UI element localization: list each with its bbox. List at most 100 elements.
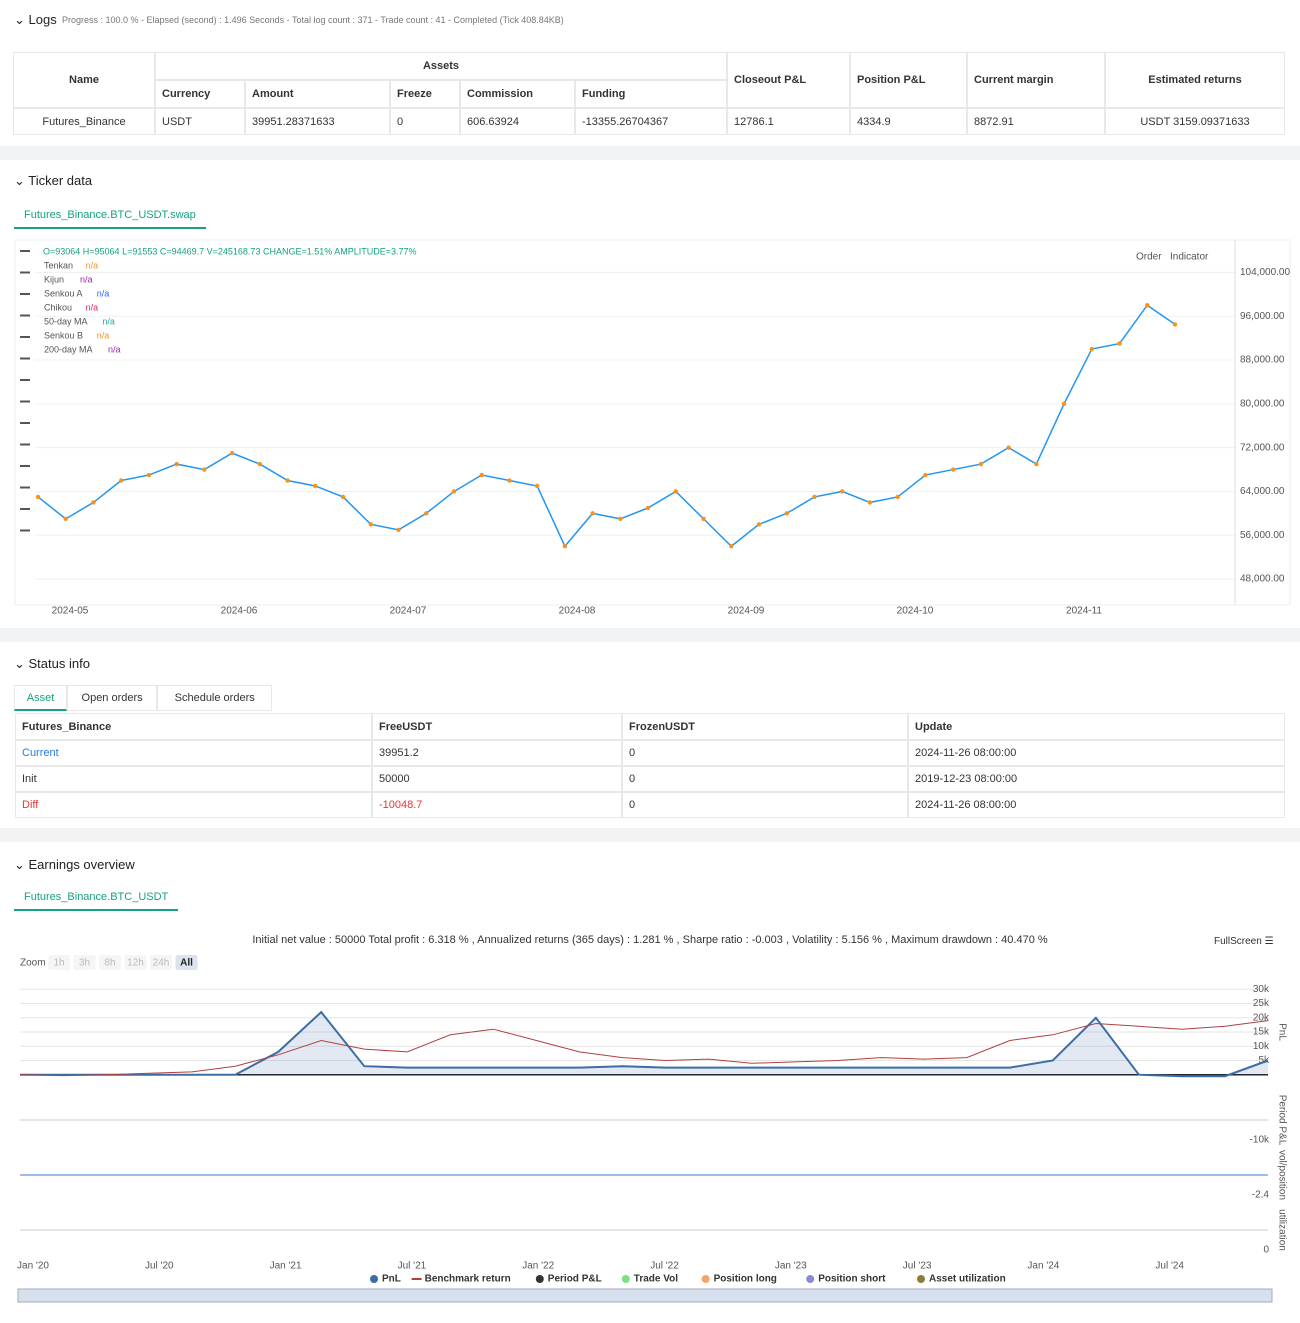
price-point xyxy=(1089,346,1095,352)
price-point xyxy=(202,467,207,472)
progress: Progress : 100.0 % - Elapsed (second) : … xyxy=(62,15,564,25)
indicator-name: Kijun xyxy=(44,274,64,284)
indicator-value: n/a xyxy=(80,274,93,284)
panel-axis-label: vol/position xyxy=(1276,1150,1287,1200)
x-tick-label: 2024-09 xyxy=(728,606,765,617)
benchmark-line xyxy=(19,1020,1269,1077)
pnl-line xyxy=(20,1010,1269,1078)
indicator-value: n/a xyxy=(86,260,99,270)
chart-button[interactable]: Indicator xyxy=(1170,252,1209,263)
header-cell: Update xyxy=(908,713,1285,740)
indicator-value: n/a xyxy=(108,344,121,354)
zoom-option[interactable]: 12h xyxy=(127,958,144,969)
y-tick-label: 72,000.00 xyxy=(1240,442,1285,453)
price-point xyxy=(479,472,484,478)
ticker-section[interactable]: ⌄ Ticker data xyxy=(14,173,93,188)
x-tick-label: Jan '20 xyxy=(17,1261,49,1272)
panel-tick: 0 xyxy=(1263,1245,1269,1256)
y-tick-label: 25k xyxy=(1253,998,1270,1009)
zoom-option[interactable]: All xyxy=(180,958,193,969)
zoom-option[interactable]: 3h xyxy=(79,958,90,969)
price-point xyxy=(285,478,290,483)
cell: 606.63924 xyxy=(460,108,575,135)
tool-icon xyxy=(20,508,30,510)
chart-button[interactable]: Order xyxy=(1136,252,1162,263)
price-point xyxy=(146,472,152,478)
cell: 4334.9 xyxy=(850,108,967,135)
legend-label[interactable]: Benchmark return xyxy=(425,1274,511,1285)
price-line xyxy=(37,304,1176,548)
header-cell: Position P&L xyxy=(850,52,967,108)
header-cell: Current margin xyxy=(967,52,1105,108)
price-point xyxy=(1034,461,1039,467)
y-tick-label: 96,000.00 xyxy=(1240,311,1285,322)
x-tick-label: 2024-10 xyxy=(897,606,934,617)
price-point xyxy=(840,489,845,494)
logs-section[interactable]: ⌄ Logs xyxy=(14,12,57,27)
x-tick-label: Jan '21 xyxy=(270,1261,302,1272)
header-cell: FreeUSDT xyxy=(372,713,622,740)
panel-axis-label: Period P&L xyxy=(1276,1095,1287,1146)
cell: USDT 3159.09371633 xyxy=(1105,108,1285,135)
cell: -10048.7 xyxy=(372,792,622,818)
tab[interactable]: Futures_Binance.BTC_USDT xyxy=(14,885,179,911)
legend-label[interactable]: Asset utilization xyxy=(929,1274,1006,1285)
y-tick-label: 5k xyxy=(1258,1055,1270,1066)
legend-label[interactable]: Period P&L xyxy=(548,1274,602,1285)
indicator-name: Senkou B xyxy=(44,330,83,340)
cell: 0 xyxy=(390,108,460,135)
tool-icon xyxy=(20,465,30,467)
ohlc: O=93064 H=95064 L=91553 C=94469.7 V=2451… xyxy=(43,246,417,256)
navigator xyxy=(17,1288,1273,1303)
price-point xyxy=(63,516,68,522)
zoom-option[interactable]: 24h xyxy=(153,958,170,969)
earnings-section[interactable]: ⌄ Earnings overview xyxy=(14,857,135,872)
price-point xyxy=(1145,303,1150,308)
price-point xyxy=(313,483,318,489)
status-section[interactable]: ⌄ Status info xyxy=(14,656,90,671)
tab[interactable]: Schedule orders xyxy=(157,685,273,711)
legend-label[interactable]: Position short xyxy=(818,1274,886,1285)
price-point xyxy=(729,544,734,549)
header-cell: Assets xyxy=(155,52,727,80)
tool-icon xyxy=(20,314,30,317)
cell: Current xyxy=(15,740,372,766)
zoom-button xyxy=(124,955,147,970)
legend-swatch xyxy=(917,1275,925,1283)
cell: 2024-11-26 08:00:00 xyxy=(908,792,1285,818)
zoom-button xyxy=(150,955,172,970)
legend-label[interactable]: Trade Vol xyxy=(634,1274,678,1285)
header-cell: Closeout P&L xyxy=(727,52,850,108)
x-tick-label: Jan '23 xyxy=(775,1261,807,1272)
header-cell: Funding xyxy=(575,80,727,108)
cell: 0 xyxy=(622,740,908,766)
zoom-option[interactable]: 8h xyxy=(104,958,115,969)
price-point xyxy=(229,450,235,456)
y-tick-label: 64,000.00 xyxy=(1240,486,1285,497)
price-point xyxy=(867,500,873,505)
zoom-option[interactable]: 1h xyxy=(53,958,64,969)
indicator-name: Senkou A xyxy=(44,288,83,298)
tab[interactable]: Futures_Binance.BTC_USDT.swap xyxy=(14,203,206,229)
price-point xyxy=(174,461,179,467)
panel-axis-label: utilization xyxy=(1276,1209,1287,1251)
price-point xyxy=(562,544,568,549)
indicator-value: n/a xyxy=(97,288,110,298)
indicator-name: Chikou xyxy=(44,302,72,312)
legend-label[interactable]: PnL xyxy=(382,1274,401,1285)
price-point xyxy=(396,527,401,532)
tab[interactable]: Open orders xyxy=(67,685,158,711)
label: FullScreen xyxy=(1214,936,1262,947)
price-point xyxy=(701,516,706,522)
indicator-value: n/a xyxy=(102,316,115,326)
x-tick-label: Jan '22 xyxy=(522,1261,554,1272)
x-tick-label: Jul '23 xyxy=(903,1261,932,1272)
section-title: Earnings overview xyxy=(28,857,135,872)
legend-label[interactable]: Position long xyxy=(714,1274,777,1285)
summary: Initial net value : 50000 Total profit :… xyxy=(252,934,1048,946)
tab[interactable]: Asset xyxy=(14,685,67,711)
fullscreen-button[interactable]: FullScreen ☰ xyxy=(1214,936,1274,947)
price-point xyxy=(950,467,956,472)
header-cell: Futures_Binance xyxy=(15,713,372,740)
